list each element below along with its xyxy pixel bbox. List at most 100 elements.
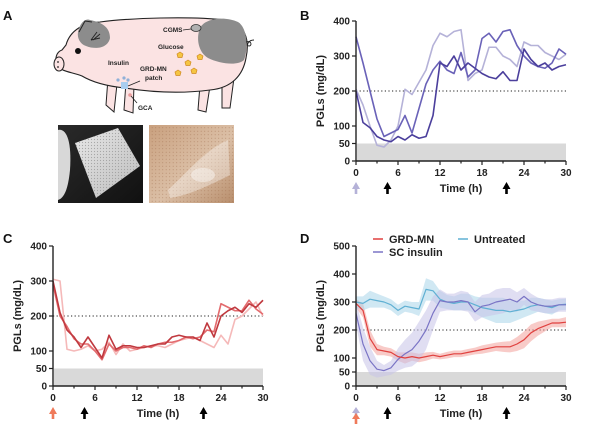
feeding-arrow-icon [199, 407, 208, 419]
x-tick-label-d: 30 [560, 393, 572, 404]
y-tick-label-b: 400 [333, 17, 350, 28]
arrow-head [502, 407, 511, 419]
series-line-c-pig-2 [52, 284, 264, 361]
feeding-arrow-icon [502, 182, 511, 194]
x-tick-label-c: 24 [215, 393, 227, 404]
pig-illustration: CGMS Glucose Insulin GRD-MN patch GCA [53, 17, 255, 114]
feeding-arrow-icon [502, 407, 511, 419]
series-line-b-pig-2 [355, 28, 567, 138]
x-tick-label-c: 30 [257, 393, 269, 404]
feeding-arrow-icon [80, 407, 89, 419]
x-tick-label-c: 0 [50, 393, 56, 404]
panel-label-c: C [3, 231, 13, 246]
series-line-d-grd-mn [355, 302, 567, 359]
sc-insulin-arrow-icon [352, 407, 360, 418]
feeding-arrow-icon [383, 407, 392, 419]
hypoglycemia-band-c [54, 368, 263, 386]
chart-c: 0 50 100 200 300 400 0 6 12 18 24 30 Time (h) PGLs (m… [12, 242, 269, 421]
hypoglycemia-band-d [357, 372, 566, 386]
x-tick-label-b: 12 [434, 168, 446, 179]
insulin-label: Insulin [108, 60, 129, 67]
y-tick-label-b: 300 [333, 52, 350, 63]
pig-head-spot [77, 19, 110, 48]
patch-label: patch [145, 75, 162, 82]
treatment-arrow-icon [352, 182, 360, 194]
legend-label: GRD-MN [389, 234, 434, 246]
cgms-label: CGMS [163, 27, 183, 34]
hypoglycemia-band-b [357, 143, 566, 161]
panel-label-d: D [300, 231, 309, 246]
glucose-molecules-icon [174, 51, 204, 76]
legend-item-untreated: Untreated [458, 234, 525, 246]
x-tick-label-d: 24 [518, 393, 530, 404]
x-tick-label-c: 18 [173, 393, 185, 404]
x-tick-label-d: 6 [395, 393, 401, 404]
legend-item-sc-insulin: SC insulin [373, 247, 443, 259]
arrow-head [199, 407, 208, 419]
y-tick-label-c: 300 [30, 277, 47, 288]
series-line-c-pig-1 [52, 280, 264, 359]
x-tick-label-b: 18 [476, 168, 488, 179]
x-tick-label-c: 6 [92, 393, 98, 404]
panel-a: A CGMS Glucose [3, 8, 255, 203]
series-line-b-pig-1 [355, 48, 567, 143]
error-band-sc-insulin [356, 288, 566, 378]
arrow-head [80, 407, 89, 419]
y-tick-label-b: 200 [333, 87, 350, 98]
y-tick-label-d: 200 [333, 326, 350, 337]
panel-label-b: B [300, 8, 309, 23]
pig-rear-spot [198, 18, 247, 64]
microneedle-patch-photo [58, 125, 143, 203]
y-tick-label-c: 50 [36, 364, 48, 375]
legend-item-grd-mn: GRD-MN [373, 234, 434, 246]
x-tick-label-b: 24 [518, 168, 530, 179]
x-tick-label-d: 0 [353, 393, 359, 404]
y-tick-label-c: 0 [41, 382, 47, 393]
x-tick-label-b: 30 [560, 168, 572, 179]
grd-mn-arrow-icon [352, 413, 360, 424]
y-tick-label-d: 500 [333, 242, 350, 253]
y-tick-label-c: 100 [30, 347, 47, 358]
panel-label-a: A [3, 8, 13, 23]
y-tick-label-d: 300 [333, 298, 350, 309]
treatment-arrow-icon [352, 407, 360, 424]
arrow-head [352, 182, 360, 194]
gca-dot-icon [128, 93, 132, 97]
x-axis-label-d: Time (h) [440, 408, 483, 420]
y-axis-label-d: PGLs (mg/dL) [315, 280, 327, 352]
arrow-head [502, 182, 511, 194]
glucose-label: Glucose [158, 44, 184, 51]
feeding-arrow-icon [383, 182, 392, 194]
x-tick-label-d: 18 [476, 393, 488, 404]
x-tick-label-d: 12 [434, 393, 446, 404]
legend-label: Untreated [474, 234, 525, 246]
y-tick-label-b: 100 [333, 122, 350, 133]
y-tick-label-d: 0 [344, 382, 350, 393]
chart-b: 0 50 100 200 300 400 0 6 12 18 24 30 Time (h) PGLs (m… [315, 17, 572, 196]
y-axis-label-c: PGLs (mg/dL) [12, 280, 24, 352]
insulin-dot-icon [116, 78, 120, 82]
y-tick-label-d: 50 [339, 368, 351, 379]
y-tick-label-c: 200 [30, 312, 47, 323]
x-axis-label-c: Time (h) [137, 408, 180, 420]
series-line-d-untreated [355, 288, 567, 313]
y-tick-label-b: 50 [339, 139, 351, 150]
series-line-d-sc-insulin [355, 295, 566, 372]
chart-d: 0 50 100 200 300 400 500 0 6 12 18 24 30 Time (h) PGLs… [315, 234, 572, 424]
cgms-sensor-icon [190, 24, 202, 32]
grd-mn-label: GRD-MN [140, 66, 167, 73]
y-tick-label-d: 100 [333, 354, 350, 365]
y-axis-label-b: PGLs (mg/dL) [315, 55, 327, 127]
arrow-head [383, 407, 392, 419]
pig-ear-icon [90, 31, 101, 41]
arrow-head [383, 182, 392, 194]
x-tick-label-c: 12 [131, 393, 143, 404]
y-tick-label-b: 0 [344, 157, 350, 168]
series-line-c-pig-3 [52, 278, 264, 356]
gca-label: GCA [138, 105, 153, 112]
pig-eye [75, 48, 81, 54]
y-tick-label-d: 400 [333, 270, 350, 281]
grd-mn-patch-icon [121, 82, 128, 89]
pig-tail [245, 39, 255, 47]
